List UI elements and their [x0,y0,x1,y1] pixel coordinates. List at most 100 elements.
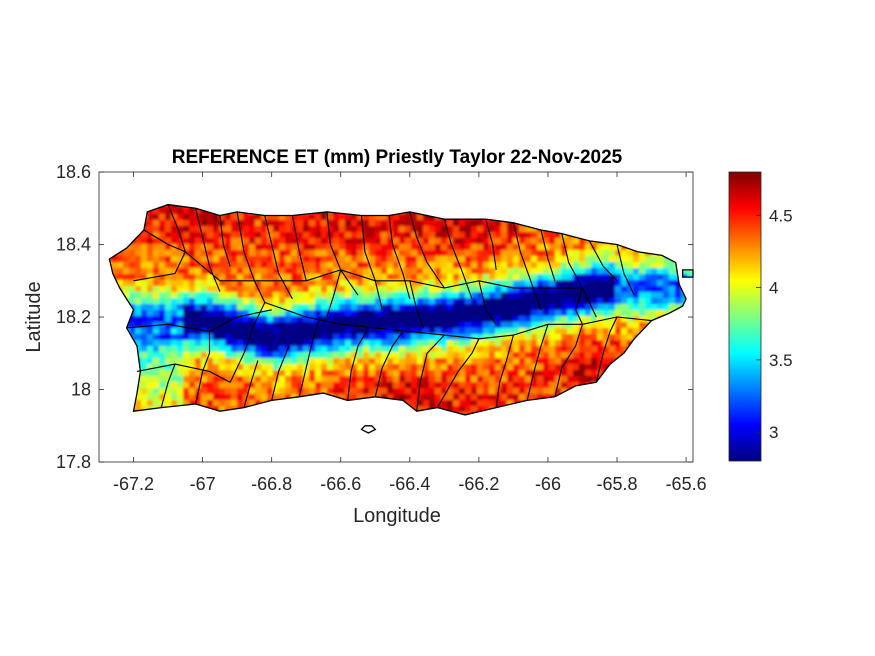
et-cell [177,322,184,329]
et-cell [579,238,586,245]
et-cell [195,274,202,281]
et-cell [399,262,406,269]
et-cell [441,298,448,305]
et-cell [429,262,436,269]
et-cell [435,352,442,359]
et-cell [279,316,286,323]
et-cell [465,238,472,245]
et-cell [195,400,202,407]
x-tick-label: -65.8 [597,474,638,494]
et-cell [243,262,250,269]
et-cell [531,364,538,371]
et-cell [109,256,112,263]
et-cell [213,400,220,407]
et-cell [135,262,142,269]
et-cell [327,316,334,323]
et-cell [459,370,466,377]
et-cell [219,388,226,395]
et-cell [519,352,526,359]
et-cell [591,298,598,305]
x-tick-label: -66.6 [320,474,361,494]
et-cell [273,316,280,323]
et-cell [393,316,400,323]
et-cell [237,334,244,341]
et-cell [147,328,154,335]
et-cell [177,370,184,377]
et-cell [393,232,400,239]
et-cell [537,286,544,293]
et-cell [177,394,184,401]
et-cell [537,280,544,287]
et-cell [375,268,382,275]
et-cell [447,262,454,269]
et-cell [363,358,370,365]
et-cell [381,352,388,359]
et-cell [249,370,256,377]
colorbar-tick-label: 4 [769,279,778,298]
et-cell [243,244,250,251]
et-cell [219,316,226,323]
et-cell [135,334,142,341]
et-cell [267,352,274,359]
et-cell [591,346,598,353]
et-cell [483,286,490,293]
et-cell [309,388,316,395]
et-cell [459,364,466,371]
et-cell [345,376,352,383]
et-cell [471,406,478,413]
et-cell [375,304,382,311]
et-cell [453,394,460,401]
et-cell [603,328,610,335]
et-cell [447,352,454,359]
et-cell [159,352,166,359]
et-cell [483,280,490,287]
et-cell [237,388,244,395]
municipal-boundary [575,287,584,325]
et-cell [339,214,346,221]
et-cell [471,340,478,347]
et-cell [513,280,520,287]
et-cell [339,322,346,329]
et-cell [579,280,586,287]
et-cell [549,250,556,257]
et-cell [213,238,220,245]
et-cell [267,226,274,233]
et-cell [495,346,502,353]
et-cell [351,250,358,257]
et-cell [357,214,364,221]
et-cell [231,292,238,299]
et-cell [393,226,400,233]
et-cell [477,328,484,335]
et-cell [603,364,610,371]
et-cell [171,220,178,227]
et-cell [573,346,580,353]
et-cell [273,346,280,353]
et-cell [279,394,286,401]
et-cell [261,262,268,269]
et-cell [207,346,214,353]
et-cell [261,268,268,275]
et-cell [555,238,562,245]
et-cell [531,292,538,299]
et-cell [147,400,154,407]
et-cell [669,304,676,311]
et-cell [531,274,538,281]
et-cell [651,310,658,317]
et-cell [165,268,172,275]
et-cell [507,340,514,347]
et-cell [225,304,232,311]
et-cell [117,274,124,281]
et-cell [111,256,118,263]
et-cell [495,250,502,257]
et-cell [381,268,388,275]
et-cell [231,250,238,257]
et-cell [429,382,436,389]
et-cell [315,256,322,263]
et-cell [363,244,370,251]
et-cell [333,322,340,329]
et-cell [393,292,400,299]
et-cell [651,280,658,287]
et-cell [375,286,382,293]
et-cell [357,346,364,353]
et-cell [657,262,664,269]
